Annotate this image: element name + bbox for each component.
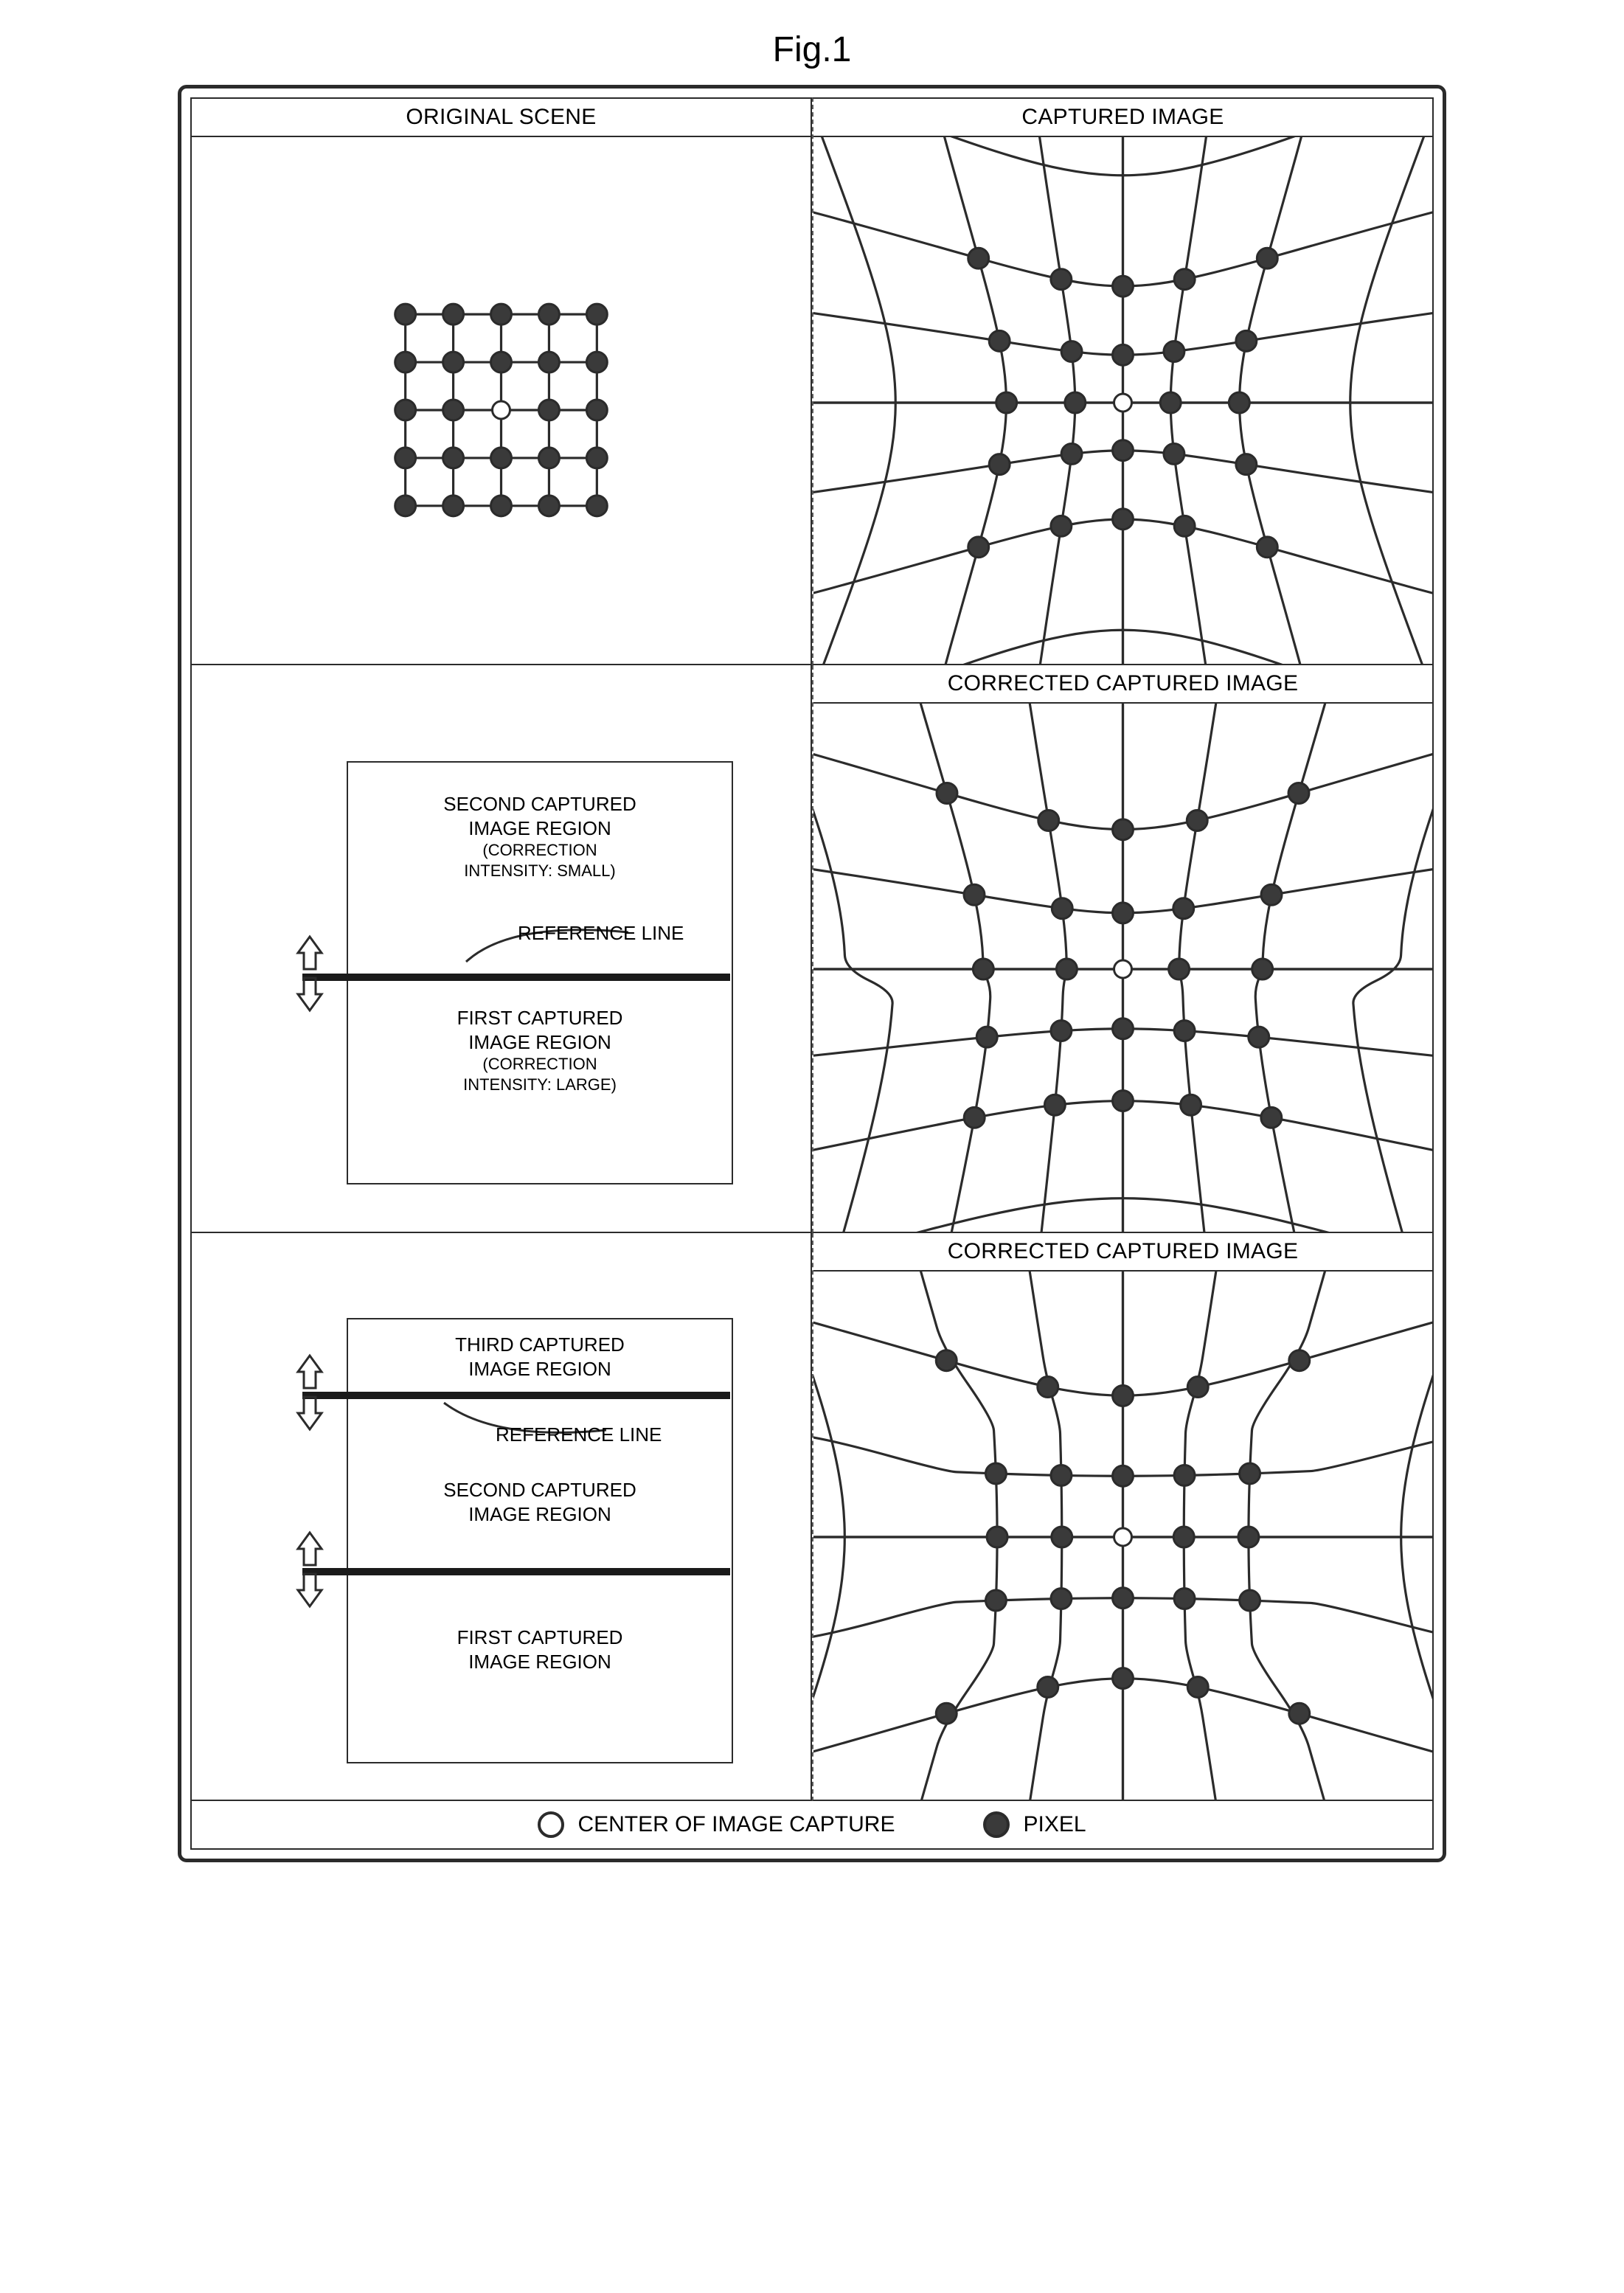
arrow-up-icon xyxy=(289,1527,330,1569)
cell-row2-left: SECOND CAPTURED IMAGE REGION (CORRECTION… xyxy=(190,665,812,1233)
cell-row3-right: CORRECTED CAPTURED IMAGE xyxy=(812,1233,1434,1801)
row2-second-region-label: SECOND CAPTURED IMAGE REGION xyxy=(348,792,732,840)
cell-row2-right: CORRECTED CAPTURED IMAGE xyxy=(812,665,1434,1233)
row-3: THIRD CAPTURED IMAGE REGION REFERENCE LI… xyxy=(190,1233,1434,1801)
cell-captured-image: CAPTURED IMAGE xyxy=(812,97,1434,665)
figure-label: Fig.1 xyxy=(773,30,852,70)
legend-center-icon xyxy=(538,1811,564,1838)
legend-pixel-label: PIXEL xyxy=(1023,1812,1086,1837)
row2-second-region-sub: (CORRECTION INTENSITY: SMALL) xyxy=(348,840,732,881)
row3-second-region-label: SECOND CAPTURED IMAGE REGION xyxy=(348,1478,732,1526)
row2-first-region-sub: (CORRECTION INTENSITY: LARGE) xyxy=(348,1054,732,1095)
arrow-down-icon xyxy=(289,1569,330,1612)
row3-refline-label: REFERENCE LINE xyxy=(496,1423,662,1447)
row2-reference-line xyxy=(302,974,730,981)
row3-reference-line-top xyxy=(302,1392,730,1399)
legend-pixel: PIXEL xyxy=(983,1811,1086,1838)
row2-refline-label: REFERENCE LINE xyxy=(518,921,684,946)
corrected-image-2-svg xyxy=(813,1272,1432,1801)
row-1: ORIGINAL SCENE CAPTURED IMAGE xyxy=(190,97,1434,665)
arrow-up-icon xyxy=(289,931,330,974)
row2-first-region-label: FIRST CAPTURED IMAGE REGION xyxy=(348,1006,732,1054)
legend-center-label: CENTER OF IMAGE CAPTURE xyxy=(577,1812,895,1837)
row3-first-region-label: FIRST CAPTURED IMAGE REGION xyxy=(348,1626,732,1673)
row2-region-box: SECOND CAPTURED IMAGE REGION (CORRECTION… xyxy=(347,761,733,1184)
heading-corrected-1: CORRECTED CAPTURED IMAGE xyxy=(813,665,1432,704)
legend-pixel-icon xyxy=(983,1811,1010,1838)
heading-captured-image: CAPTURED IMAGE xyxy=(813,99,1432,137)
row-2: SECOND CAPTURED IMAGE REGION (CORRECTION… xyxy=(190,665,1434,1233)
row3-reference-line-bottom xyxy=(302,1568,730,1575)
captured-image-svg xyxy=(813,137,1432,665)
arrow-down-icon xyxy=(289,974,330,1016)
row3-region-box: THIRD CAPTURED IMAGE REGION REFERENCE LI… xyxy=(347,1318,733,1763)
row3-third-region-label: THIRD CAPTURED IMAGE REGION xyxy=(348,1333,732,1381)
cell-original-scene: ORIGINAL SCENE xyxy=(190,97,812,665)
heading-corrected-2: CORRECTED CAPTURED IMAGE xyxy=(813,1233,1432,1272)
heading-original-scene: ORIGINAL SCENE xyxy=(192,99,811,137)
arrow-up-icon xyxy=(289,1350,330,1392)
row3-arrow-pair-bottom xyxy=(289,1527,330,1612)
row2-arrow-pair xyxy=(289,931,330,1016)
legend-bar: CENTER OF IMAGE CAPTURE PIXEL xyxy=(190,1801,1434,1850)
row3-arrow-pair-top xyxy=(289,1350,330,1435)
cell-row3-left: THIRD CAPTURED IMAGE REGION REFERENCE LI… xyxy=(190,1233,812,1801)
arrow-down-icon xyxy=(289,1392,330,1435)
original-scene-svg xyxy=(192,137,811,665)
legend-center: CENTER OF IMAGE CAPTURE xyxy=(538,1811,895,1838)
corrected-image-1-svg xyxy=(813,704,1432,1233)
figure-frame: ORIGINAL SCENE CAPTURED IMAGE SECOND CAP… xyxy=(178,85,1446,1862)
